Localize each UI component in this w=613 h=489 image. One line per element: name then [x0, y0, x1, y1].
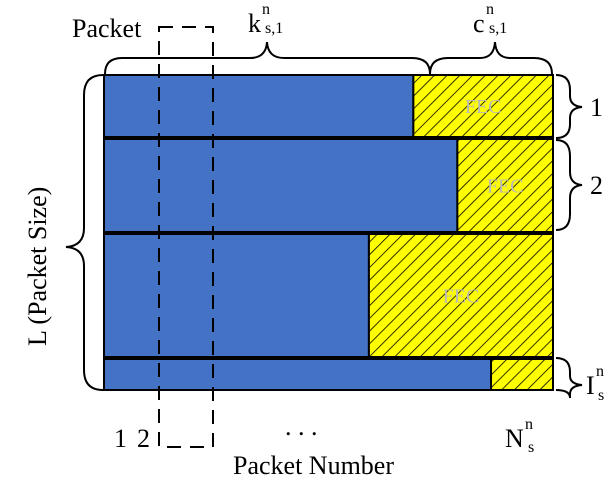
row-1-fec-label: FEC: [465, 96, 502, 118]
y-axis-label: L (Packet Size): [23, 187, 52, 346]
k-label-sup: n: [262, 1, 270, 18]
packet-label: Packet: [72, 14, 142, 43]
row-2-fec-label: FEC: [487, 176, 524, 198]
c-label-base: c: [473, 9, 485, 38]
n-label-sup: n: [525, 416, 533, 433]
n-label-base: N: [505, 424, 524, 453]
row-3-fec-block: [367, 233, 554, 358]
k-brace: [104, 41, 431, 75]
row2-brace: [555, 139, 583, 231]
row1-label: 1: [590, 93, 603, 122]
n-label-sub: s: [528, 439, 534, 456]
tick-2-label: 2: [137, 424, 150, 453]
row-2-data-block: [103, 138, 459, 233]
c-brace: [429, 41, 553, 75]
row2-label: 2: [590, 171, 603, 200]
ellipsis-label: . . .: [285, 412, 318, 441]
row-last-label-base: I: [586, 371, 595, 400]
l-brace: [65, 74, 104, 391]
row-last-brace: [555, 357, 583, 399]
row-2-fec-block: [456, 138, 555, 233]
row-3-fec-label: FEC: [443, 286, 480, 308]
packet-column-outline: [158, 26, 214, 448]
c-label-sup: n: [486, 1, 494, 18]
tick-1-label: 1: [114, 424, 127, 453]
x-axis-label: Packet Number: [233, 451, 394, 480]
row-last-label-sup: n: [596, 363, 604, 380]
k-label-base: k: [248, 9, 261, 38]
row-3-data-block: [103, 233, 370, 358]
row-1-data-block: [103, 74, 415, 138]
row-1-fec-block: [412, 74, 554, 138]
row-last-label-sub: s: [598, 387, 604, 404]
packet-rows: FEC FEC FEC: [103, 74, 555, 391]
row-last-fec-block: [490, 358, 554, 391]
row1-brace: [555, 74, 583, 139]
row-last-data-block: [103, 358, 493, 391]
k-label-sub: s,1: [265, 20, 283, 37]
c-label-sub: s,1: [489, 20, 507, 37]
